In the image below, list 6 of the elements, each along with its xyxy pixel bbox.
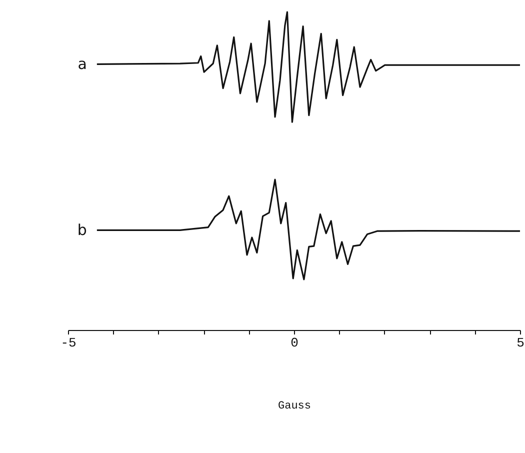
x-tick-label: 5 [516,336,524,350]
series-label: a [78,55,87,74]
x-tick-label: 0 [290,336,298,350]
series-label: b [77,221,87,240]
x-tick-label: -5 [60,336,76,350]
x-axis-title: Gauss [278,400,312,412]
